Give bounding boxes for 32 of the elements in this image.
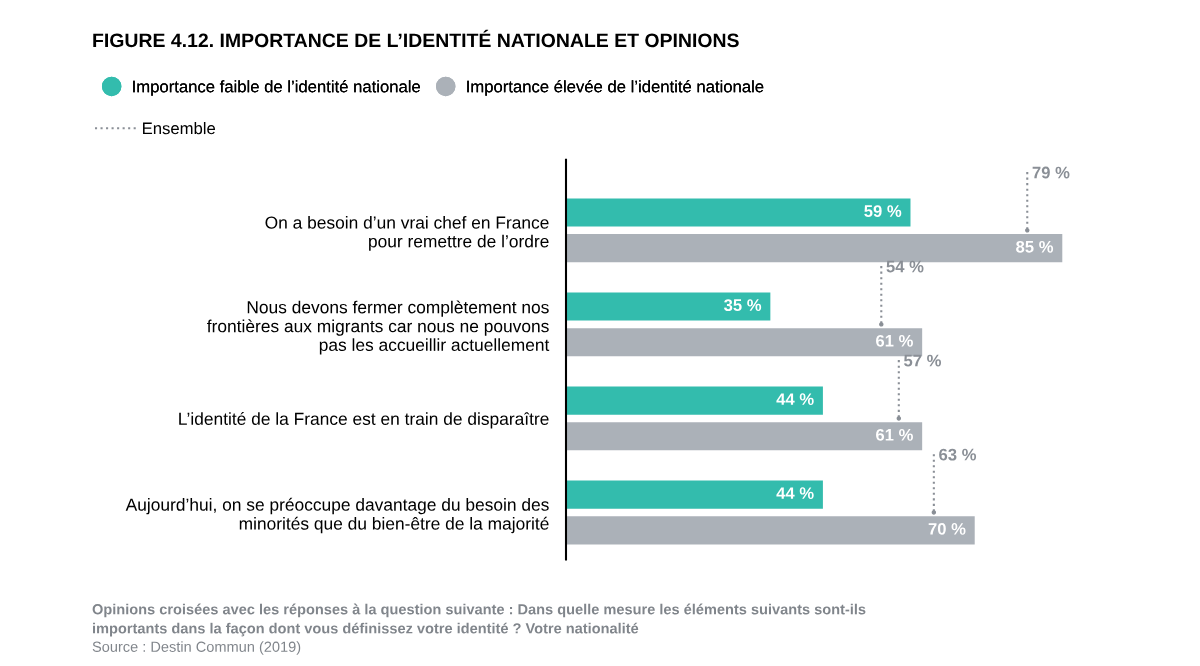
bar	[566, 198, 911, 227]
data-label: 44 %	[776, 393, 814, 405]
data-label: 70 %	[928, 522, 966, 535]
legend-label: Importance faible de l’identité nationale	[133, 80, 420, 96]
data-label: 85 %	[1016, 240, 1054, 253]
point	[931, 510, 937, 515]
text: Opinions croisées avec les réponses à la question suivante : Dans quelle mesure les éléments suivants sont-ils importants dans la façon dont vous définissez votre identité ? Votre nationalité	[92, 603, 866, 637]
data-label: 35 %	[723, 299, 762, 312]
bar	[566, 516, 975, 545]
legend-label: Ensemble	[143, 122, 216, 135]
data-label: 44 %	[776, 487, 814, 499]
bar	[566, 422, 923, 451]
data-label: 63 %	[939, 448, 977, 461]
source-note: Source : Destin Commun (2019)	[92, 641, 301, 655]
bar	[566, 292, 771, 321]
data-label: 54 %	[886, 260, 924, 273]
data-label: 61 %	[876, 428, 913, 441]
y-tick-label: On a besoin d’un vrai chef en France pour remettre de l’ordre	[265, 215, 549, 251]
chart-title: FIGURE 4.12. IMPORTANCE DE L’IDENTITÉ NATIONALE ET OPINIONS	[93, 29, 739, 48]
bar	[566, 480, 823, 509]
y-tick-label: Aujourd’hui, on se préoccupe davantage du besoin des minorités que du bien-être de la majorité	[125, 497, 549, 534]
y-tick-label: Nous devons fermer complètement nos frontières aux migrants car nous ne pouvons pas les accueillir actuellement	[207, 300, 550, 355]
legend-label: Importance élevée de l’identité nationale	[467, 80, 764, 96]
point	[1025, 228, 1030, 233]
data-label: 59 %	[864, 205, 902, 217]
data-label: 79 %	[1032, 166, 1070, 179]
data-label: 57 %	[903, 354, 942, 367]
y-tick-label: L’identité de la France est en train de disparaître	[179, 412, 549, 429]
point	[879, 322, 884, 327]
bar	[566, 386, 823, 415]
data-label: 61 %	[876, 334, 913, 347]
point	[896, 416, 902, 421]
